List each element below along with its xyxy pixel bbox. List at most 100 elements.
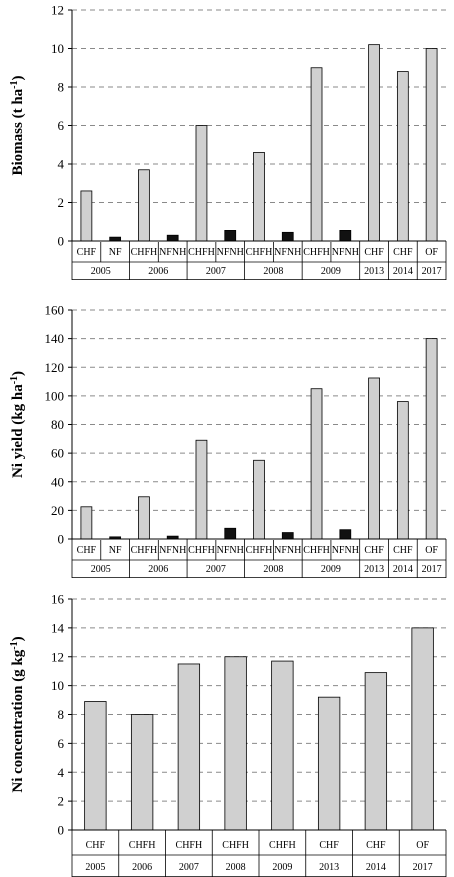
year-label: 2005 <box>85 862 105 873</box>
year-label: 2009 <box>321 266 341 277</box>
year-label: 2005 <box>91 266 111 277</box>
y-axis-label-superscript: -1 <box>9 80 20 88</box>
category-label: CHFH <box>303 545 330 556</box>
category-label: CHFH <box>303 247 330 258</box>
bar-2008-nfnh <box>281 532 294 540</box>
bar-2008-chfh <box>253 459 265 540</box>
bar-2007-nfnh <box>224 527 237 540</box>
y-tick-label: 140 <box>45 331 65 346</box>
year-label: 2017 <box>422 266 442 277</box>
y-tick-label: 40 <box>51 474 64 489</box>
bar-2009-nfnh <box>339 529 352 540</box>
year-label: 2008 <box>226 862 246 873</box>
y-tick-label: 0 <box>58 823 65 838</box>
y-tick-label: 100 <box>45 388 65 403</box>
bar-2014-chf <box>396 71 409 242</box>
category-label: CHF <box>393 247 413 258</box>
year-label: 2014 <box>393 564 413 575</box>
y-tick-label: 12 <box>51 3 64 18</box>
y-tick-label: 2 <box>58 195 65 210</box>
y-tick-label: 4 <box>58 157 65 172</box>
bar-2007-chfh <box>195 439 208 540</box>
category-label: CHFH <box>269 840 296 851</box>
bar-2009-chfh <box>310 388 323 540</box>
bar-2009-chfh <box>310 67 323 242</box>
year-label: 2009 <box>272 862 292 873</box>
category-label: NFNH <box>332 545 359 556</box>
category-label: CHF <box>366 840 386 851</box>
year-label: 2006 <box>148 266 168 277</box>
y-tick-label: 6 <box>58 118 65 133</box>
category-label: CHFH <box>188 247 215 258</box>
bar-2014-chf <box>396 401 409 540</box>
year-label: 2017 <box>413 862 433 873</box>
y-axis-label: Ni yield (kg ha-1) <box>9 371 27 478</box>
bar-2013-chf <box>368 44 380 242</box>
y-axis-label-text: Biomass (t ha <box>10 88 26 175</box>
category-label: CHFH <box>188 545 215 556</box>
bar-2007-chfh <box>195 125 208 242</box>
category-label: CHF <box>364 545 384 556</box>
bar-2008-chfh <box>224 656 247 831</box>
category-label: CHF <box>77 247 97 258</box>
category-label: OF <box>425 545 438 556</box>
category-label: CHFH <box>246 247 273 258</box>
y-tick-label: 10 <box>51 41 64 56</box>
year-label: 2013 <box>364 564 384 575</box>
category-label: NFNH <box>274 545 301 556</box>
category-label: CHFH <box>129 840 156 851</box>
category-label: CHF <box>393 545 413 556</box>
y-axis-label: Ni concentration (g kg-1) <box>9 636 27 792</box>
category-label: NFNH <box>332 247 359 258</box>
y-tick-label: 2 <box>58 794 65 809</box>
bar-2006-chfh <box>138 169 150 242</box>
category-label: CHFH <box>222 840 249 851</box>
bar-2006-chfh <box>130 714 154 831</box>
y-tick-label: 6 <box>58 736 65 751</box>
bar-2013-chf <box>368 377 380 540</box>
y-tick-label: 0 <box>58 234 65 249</box>
bar-2013-chf <box>317 696 341 831</box>
bar-2009-nfnh <box>339 230 352 242</box>
y-axis-label-superscript: -1 <box>9 641 20 649</box>
y-tick-label: 4 <box>58 765 65 780</box>
year-label: 2007 <box>206 266 226 277</box>
bar-2017-of <box>425 48 438 242</box>
y-axis-label-superscript: -1 <box>9 376 20 384</box>
y-axis-label-close: ) <box>10 75 26 80</box>
y-tick-label: 14 <box>51 620 65 635</box>
y-axis-label: Biomass (t ha-1) <box>9 75 27 175</box>
bar-2005-chf <box>80 506 93 540</box>
y-tick-label: 8 <box>58 707 65 722</box>
bar-2006-nfnh <box>166 234 179 242</box>
ni-conc-chart: 0 2 4 6 8 10 12 14 16 CHF 2005 CHFH 2006 CHFH 2007 CHFH… <box>9 592 447 877</box>
category-label: CHFH <box>131 545 158 556</box>
year-label: 2009 <box>321 564 341 575</box>
category-label: NFNH <box>274 247 301 258</box>
category-label: CHFH <box>176 840 203 851</box>
y-tick-label: 20 <box>51 503 64 518</box>
year-label: 2006 <box>132 862 152 873</box>
bar-2005-nf <box>109 236 122 242</box>
y-axis-label-close: ) <box>10 371 26 376</box>
bar-2009-chfh <box>271 660 294 831</box>
bar-2005-chf <box>80 190 93 242</box>
year-label: 2006 <box>148 564 168 575</box>
y-axis-label-text: Ni concentration (g kg <box>10 649 26 792</box>
category-label: NF <box>109 545 122 556</box>
bar-2006-chfh <box>138 496 150 540</box>
category-label: CHF <box>86 840 106 851</box>
bar-2017-of <box>425 338 438 540</box>
bar-2005-chf <box>84 701 107 831</box>
year-label: 2008 <box>263 564 283 575</box>
category-label: CHF <box>77 545 97 556</box>
y-tick-label: 8 <box>58 80 65 95</box>
category-label: NFNH <box>217 247 244 258</box>
y-tick-label: 12 <box>51 649 64 664</box>
y-tick-label: 120 <box>45 360 65 375</box>
category-label: NFNH <box>159 247 186 258</box>
year-label: 2013 <box>319 862 339 873</box>
y-tick-label: 80 <box>51 417 64 432</box>
